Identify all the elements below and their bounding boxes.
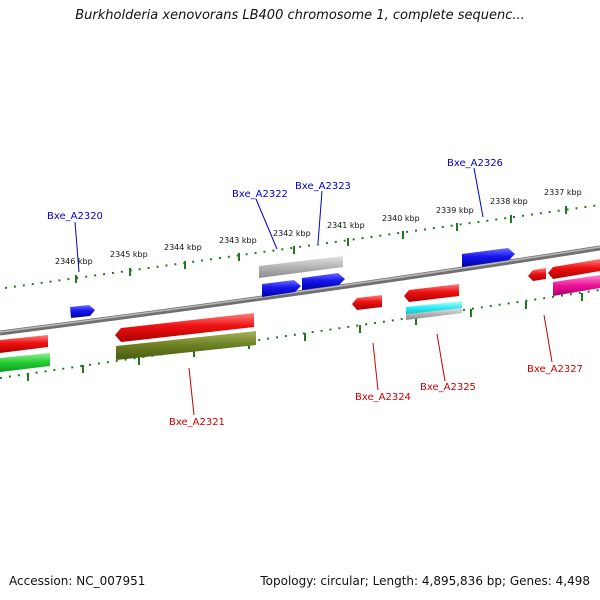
chromosome-backbone-highlight xyxy=(0,246,600,333)
forward-major-ticks xyxy=(75,206,567,283)
gene-Bxe_A2322[interactable] xyxy=(262,280,301,297)
scale-label: 2340 kbp xyxy=(382,214,420,223)
scale-label: 2345 kbp xyxy=(110,250,148,259)
gene-cyan-feature[interactable] xyxy=(406,301,462,316)
scale-labels: 2346 kbp 2345 kbp 2344 kbp 2343 kbp 2342… xyxy=(55,188,582,266)
reverse-major-ticks xyxy=(27,293,583,381)
scale-label: 2344 kbp xyxy=(164,243,202,252)
scale-label: 2343 kbp xyxy=(219,236,257,245)
gene-label[interactable]: Bxe_A2323 xyxy=(295,181,351,192)
gene-Bxe_A2323[interactable] xyxy=(302,273,345,290)
topology-summary-text: Topology: circular; Length: 4,895,836 bp… xyxy=(260,574,590,588)
gene-Bxe_A2325[interactable] xyxy=(404,284,459,302)
forward-genes xyxy=(70,248,600,318)
gene-red-left[interactable] xyxy=(0,335,48,353)
gene-label[interactable]: Bxe_A2320 xyxy=(47,211,103,222)
reverse-genes xyxy=(0,268,546,372)
reverse-scale-arc xyxy=(0,289,600,379)
gene-green-left[interactable] xyxy=(0,353,50,372)
scale-label: 2346 kbp xyxy=(55,257,93,266)
scale-label: 2339 kbp xyxy=(436,206,474,215)
scale-label: 2337 kbp xyxy=(544,188,582,197)
gene-label[interactable]: Bxe_A2326 xyxy=(447,158,503,169)
gene-olive-feature[interactable] xyxy=(116,331,256,360)
accession-text: Accession: NC_007951 xyxy=(9,574,146,588)
gene-Bxe_A2320[interactable] xyxy=(70,305,95,318)
gene-labels: Bxe_A2320 Bxe_A2322 Bxe_A2323 Bxe_A2326 … xyxy=(47,158,583,428)
gene-red-right-upper[interactable] xyxy=(548,259,600,279)
scale-label: 2341 kbp xyxy=(327,221,365,230)
gene-label[interactable]: Bxe_A2321 xyxy=(169,417,225,428)
label-leaders xyxy=(74,167,553,416)
gene-label[interactable]: Bxe_A2325 xyxy=(420,382,476,393)
gene-gray-feature[interactable] xyxy=(259,256,343,278)
gene-gray-small[interactable] xyxy=(406,308,462,320)
gene-Bxe_A2326[interactable] xyxy=(462,248,515,267)
chromosome-backbone xyxy=(0,245,600,336)
gene-magenta[interactable] xyxy=(553,275,600,296)
forward-scale-arc xyxy=(4,204,600,289)
gene-Bxe_A2321[interactable] xyxy=(115,313,254,342)
gene-label[interactable]: Bxe_A2324 xyxy=(355,392,411,403)
map-title: Burkholderia xenovorans LB400 chromosome… xyxy=(75,8,525,23)
gene-Bxe_A2327[interactable] xyxy=(528,268,546,281)
gene-label[interactable]: Bxe_A2322 xyxy=(232,189,288,200)
scale-label: 2342 kbp xyxy=(273,229,311,238)
gene-label[interactable]: Bxe_A2327 xyxy=(527,364,583,375)
gene-Bxe_A2324[interactable] xyxy=(352,295,382,310)
scale-label: 2338 kbp xyxy=(490,197,528,206)
